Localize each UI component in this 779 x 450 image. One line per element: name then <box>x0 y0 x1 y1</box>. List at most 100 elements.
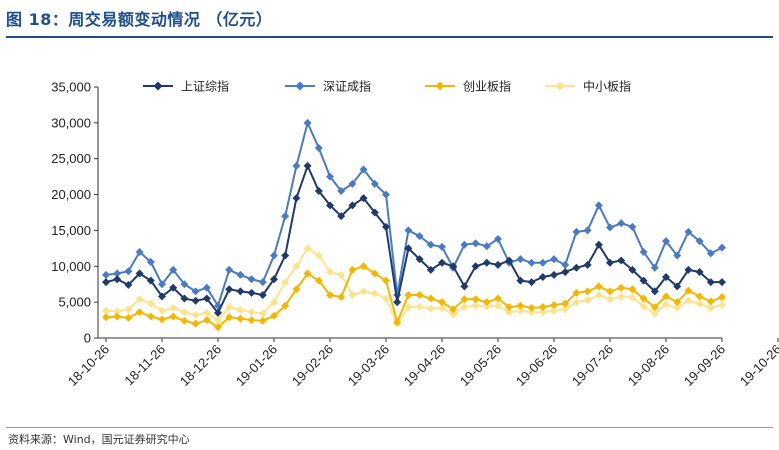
data-point <box>281 251 290 260</box>
data-point <box>650 263 659 272</box>
data-point <box>270 298 278 307</box>
data-point <box>135 269 144 278</box>
y-tick-label: 15,000 <box>51 223 91 238</box>
legend-item-4: 中小板指 <box>545 79 631 94</box>
data-point <box>348 179 357 188</box>
x-tick-label: 19-02-26 <box>289 342 336 389</box>
data-point <box>572 263 581 272</box>
data-point <box>695 299 704 308</box>
data-point <box>662 292 670 301</box>
data-point <box>538 308 547 317</box>
data-point <box>393 318 402 327</box>
data-point <box>482 258 491 267</box>
data-point <box>673 298 682 307</box>
data-point <box>225 303 234 312</box>
data-point <box>583 295 592 304</box>
data-point <box>326 201 334 210</box>
legend-swatch-marker <box>153 81 163 91</box>
data-point <box>527 303 536 312</box>
data-point <box>225 265 234 274</box>
data-point <box>438 303 446 312</box>
data-point <box>303 161 312 170</box>
data-point <box>718 293 726 302</box>
data-point <box>214 308 222 317</box>
data-point <box>102 313 110 322</box>
data-point <box>516 301 525 310</box>
data-point <box>370 208 379 217</box>
data-point <box>337 270 346 279</box>
data-point <box>214 323 222 332</box>
data-point <box>650 303 659 312</box>
data-point <box>628 285 637 294</box>
data-point <box>706 249 715 258</box>
data-point <box>326 268 334 277</box>
y-tick-label: 25,000 <box>51 151 91 166</box>
data-point <box>662 237 670 246</box>
data-point <box>113 275 122 284</box>
y-tick-label: 10,000 <box>51 259 91 274</box>
data-point <box>124 305 133 314</box>
y-tick-label: 35,000 <box>51 80 91 95</box>
series-2 <box>102 118 726 310</box>
legend-item-2: 深证成指 <box>285 79 371 94</box>
data-point <box>449 305 458 314</box>
data-point <box>650 287 659 296</box>
data-point <box>180 280 189 289</box>
data-point <box>102 306 110 315</box>
data-point <box>426 304 435 313</box>
data-point <box>303 118 312 127</box>
data-point <box>718 243 726 252</box>
data-point <box>505 303 514 312</box>
y-tick-label: 0 <box>84 331 91 346</box>
data-point <box>303 269 312 278</box>
data-point <box>673 282 682 291</box>
series-4 <box>102 244 726 328</box>
data-point <box>180 294 189 303</box>
y-tick-label: 30,000 <box>51 115 91 130</box>
data-point <box>191 287 200 296</box>
data-point <box>146 257 155 266</box>
series-line <box>105 121 723 307</box>
data-point <box>191 296 200 305</box>
data-point <box>370 269 379 278</box>
data-point <box>247 308 256 317</box>
data-point <box>303 244 312 253</box>
data-point <box>606 258 614 267</box>
legend-swatch-marker <box>555 81 565 91</box>
data-point <box>415 232 424 241</box>
data-point <box>180 308 189 317</box>
data-point <box>606 223 614 232</box>
legend-label: 中小板指 <box>583 79 631 94</box>
data-point <box>471 262 480 271</box>
data-point <box>718 301 726 310</box>
data-point <box>426 265 435 274</box>
data-point <box>449 310 458 319</box>
data-point <box>247 288 256 297</box>
data-point <box>214 316 222 325</box>
data-point <box>617 292 626 301</box>
data-point <box>572 288 581 297</box>
data-point <box>460 282 469 291</box>
data-point <box>247 275 256 284</box>
data-point <box>359 262 368 271</box>
source-divider <box>6 427 773 428</box>
x-tick-label: 19-05-26 <box>457 342 504 389</box>
data-point <box>494 235 502 244</box>
data-point <box>527 308 536 317</box>
data-point <box>292 262 301 271</box>
data-point <box>370 179 379 188</box>
data-point <box>258 290 267 299</box>
data-point <box>326 290 334 299</box>
data-point <box>258 309 267 318</box>
data-point <box>572 298 581 307</box>
x-tick-label: 19-06-26 <box>513 342 560 389</box>
data-point <box>382 222 390 231</box>
data-point <box>359 165 368 174</box>
data-point <box>158 306 166 315</box>
chart-series <box>102 118 726 332</box>
data-point <box>102 270 110 279</box>
legend-label: 上证综指 <box>181 79 229 94</box>
data-point <box>113 307 122 316</box>
data-point <box>314 251 323 260</box>
